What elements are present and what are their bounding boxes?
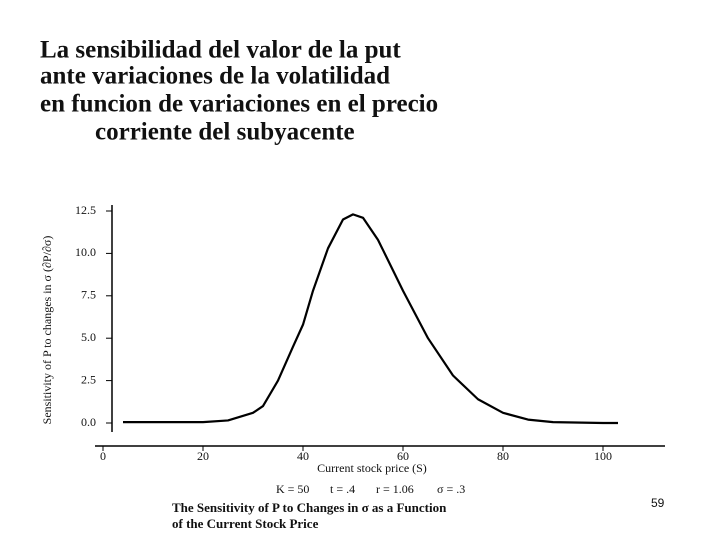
y-tick-label: 2.5	[81, 372, 96, 386]
title-line: en funcion de variaciones en el precio	[40, 91, 438, 118]
caption: The Sensitivity of P to Changes in σ as …	[172, 500, 447, 515]
title-line: ante variaciones de la volatilidad	[40, 63, 390, 90]
x-tick-label: 20	[197, 449, 209, 463]
y-tick-label: 12.5	[75, 203, 96, 217]
curve	[123, 213, 618, 425]
y-tick-label: 5.0	[81, 330, 96, 344]
title-line: La sensibilidad del valor de la put	[40, 37, 401, 64]
x-axis-label: Current stock price (S)	[317, 461, 427, 475]
x-tick-label: 40	[297, 449, 309, 463]
x-tick-label: 60	[397, 449, 409, 463]
parameter: σ = .3	[437, 482, 465, 496]
title-line: corriente del subyacente	[95, 119, 355, 146]
y-tick-label: 7.5	[81, 288, 96, 302]
x-tick-label: 100	[594, 449, 612, 463]
caption: of the Current Stock Price	[172, 516, 319, 531]
page-number: 59	[651, 496, 665, 510]
parameter: t = .4	[330, 482, 355, 496]
y-axis-label: Sensitivity of P to changes in σ (∂P/∂σ)	[40, 236, 54, 425]
x-tick-label: 80	[497, 449, 509, 463]
y-tick-label: 10.0	[75, 245, 96, 259]
parameter: r = 1.06	[376, 482, 414, 496]
y-tick-label: 0.0	[81, 415, 96, 429]
x-tick-label: 0	[100, 449, 106, 463]
parameter: K = 50	[276, 482, 309, 496]
